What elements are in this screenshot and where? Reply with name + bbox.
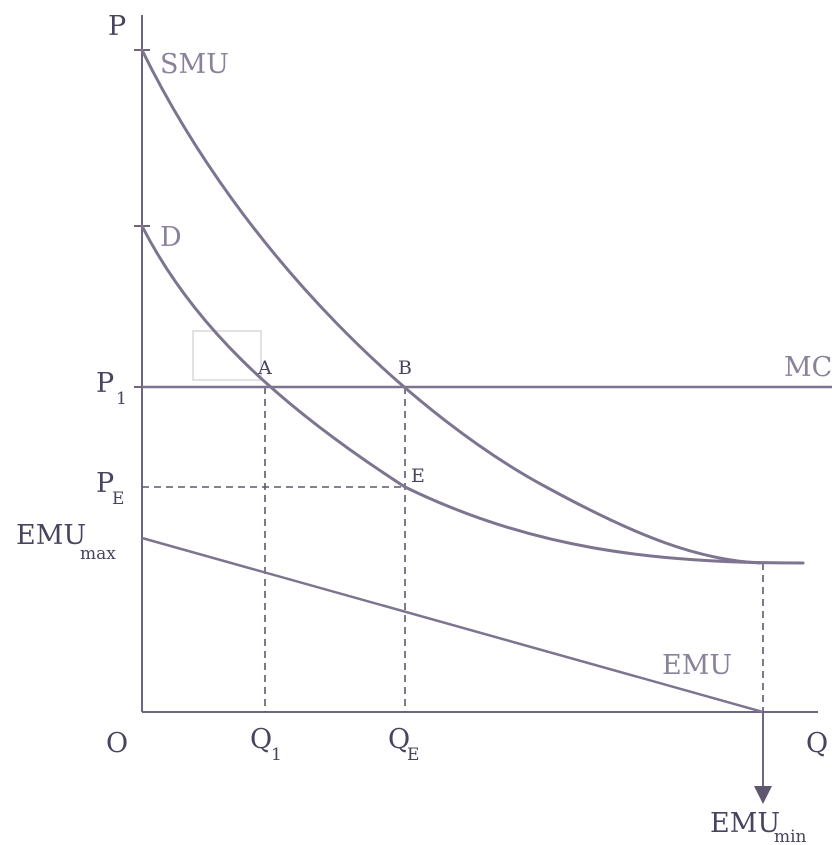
q1-subscript: 1 bbox=[271, 745, 282, 765]
d-curve bbox=[140, 224, 805, 565]
x-axis-label: Q bbox=[806, 728, 828, 759]
smu-curve bbox=[140, 48, 762, 565]
emu-min-subscript: min bbox=[774, 827, 807, 845]
point-e-label: E bbox=[411, 465, 425, 487]
emu-label: EMU bbox=[662, 650, 732, 681]
qe-subscript: E bbox=[407, 745, 419, 765]
d-label: D bbox=[160, 222, 182, 253]
point-b-label: B bbox=[398, 357, 412, 379]
empty-box bbox=[192, 330, 262, 381]
emu-max-subscript: max bbox=[80, 544, 116, 564]
emu-line bbox=[141, 536, 764, 714]
p1-subscript: 1 bbox=[116, 389, 127, 409]
emu-max-label: EMU bbox=[16, 520, 86, 551]
pe-label: P bbox=[96, 468, 114, 499]
pe-subscript: E bbox=[112, 489, 124, 509]
point-a-label: A bbox=[257, 357, 272, 379]
mc-label: MC bbox=[784, 352, 832, 383]
q1-label: Q bbox=[250, 724, 272, 755]
y-axis-label: P bbox=[108, 11, 126, 42]
p1-label: P bbox=[96, 368, 114, 399]
qe-label: Q bbox=[388, 724, 410, 755]
smu-label: SMU bbox=[160, 49, 229, 80]
origin-label: O bbox=[106, 728, 128, 759]
emu-min-label: EMU bbox=[710, 808, 780, 839]
emu-min-arrow-head bbox=[754, 786, 772, 804]
